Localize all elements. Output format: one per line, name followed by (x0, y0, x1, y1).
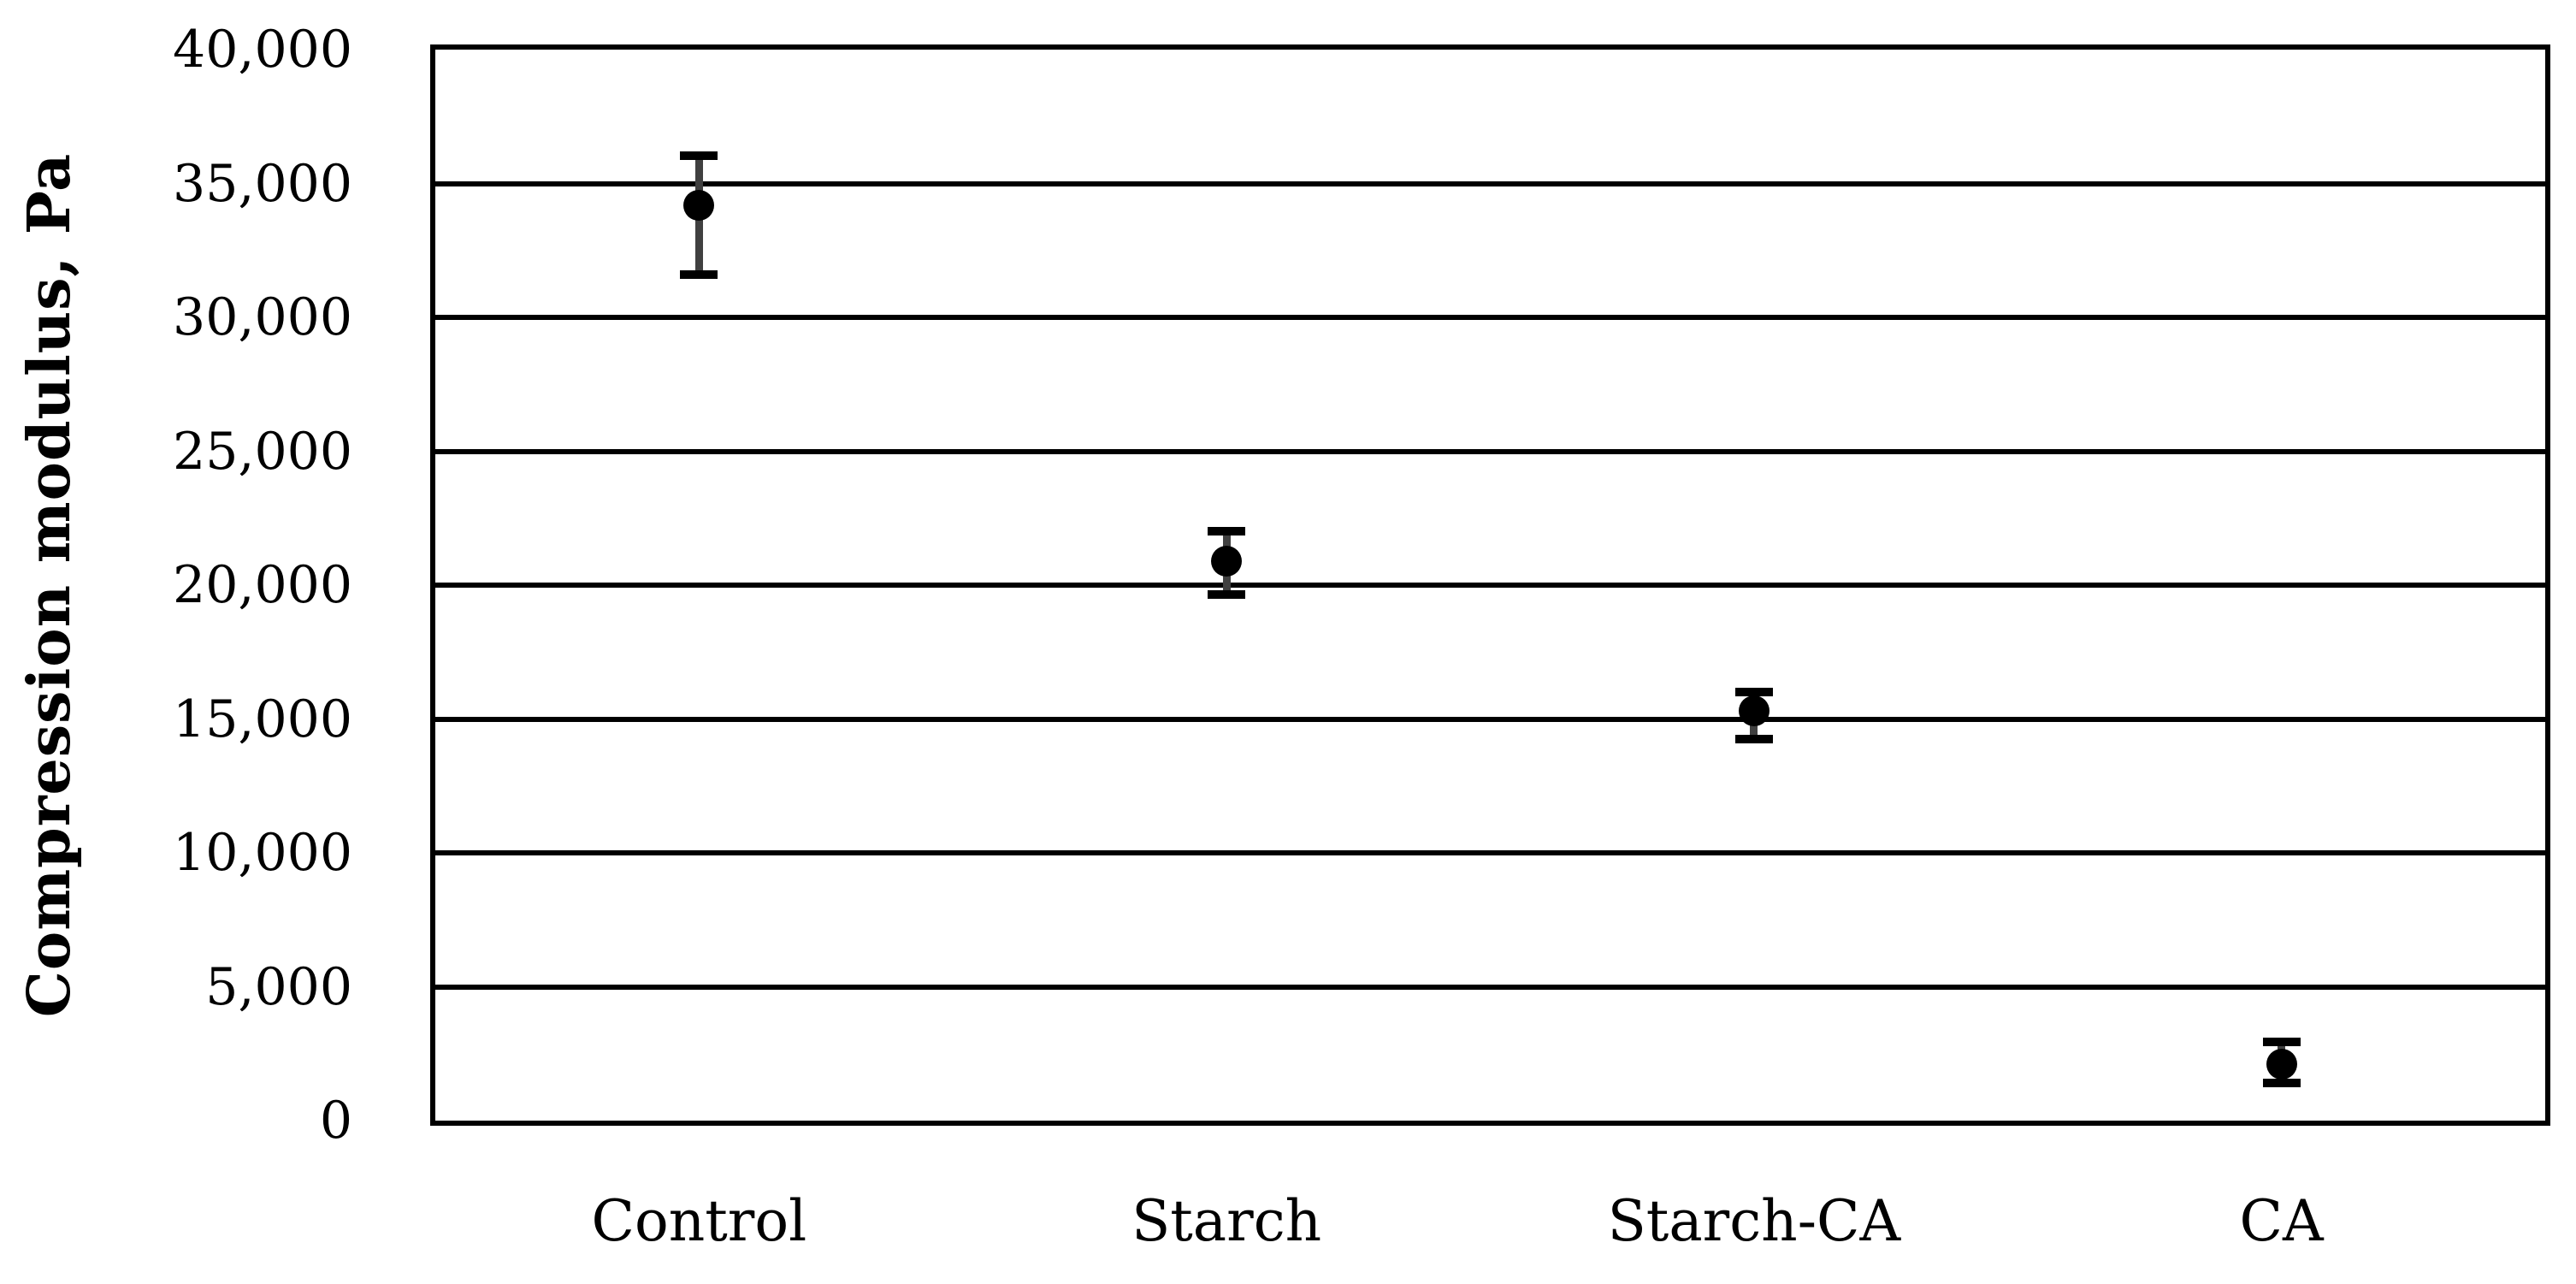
y-axis-tick-labels: 0 5,000 10,000 15,000 20,000 25,000 30,000 35,0… (0, 24, 352, 1146)
gridline (435, 850, 2545, 855)
error-bar-cap-bottom (680, 269, 718, 279)
y-tick-label: 40,000 (173, 20, 352, 80)
gridline (435, 448, 2545, 454)
y-tick-label: 0 (319, 1091, 352, 1151)
y-tick-label: 25,000 (173, 421, 352, 482)
y-tick-label: 20,000 (173, 555, 352, 615)
x-axis-label: Starch (1131, 1188, 1322, 1254)
plot-area (430, 44, 2550, 1126)
x-axis-label: CA (2239, 1188, 2324, 1254)
error-bar-cap-bottom (1208, 589, 1246, 599)
gridline (435, 984, 2545, 990)
gridline (435, 716, 2545, 722)
y-tick-label: 10,000 (173, 823, 352, 883)
x-axis-label: Control (591, 1188, 807, 1254)
error-bar-cap-top (1208, 527, 1246, 536)
y-tick-label: 35,000 (173, 153, 352, 214)
gridline (435, 583, 2545, 588)
error-bar-cap-top (2262, 1037, 2301, 1046)
gridline (435, 180, 2545, 186)
error-bar-cap-bottom (1734, 734, 1773, 743)
data-point-marker (2266, 1049, 2297, 1080)
y-tick-label: 15,000 (173, 689, 352, 749)
error-bar-cap-bottom (2262, 1079, 2301, 1088)
gridline (435, 315, 2545, 320)
error-bar-cap-top (680, 151, 718, 160)
x-axis-label: Starch-CA (1607, 1188, 1901, 1254)
data-point-marker (683, 189, 715, 221)
error-bar-cap-top (1734, 688, 1773, 697)
data-point-marker (1211, 545, 1243, 577)
y-tick-label: 30,000 (173, 287, 352, 347)
x-axis-labels: Control Starch Starch-CA CA (435, 1188, 2545, 1276)
data-point-marker (1738, 695, 1770, 727)
y-tick-label: 5,000 (205, 956, 352, 1017)
